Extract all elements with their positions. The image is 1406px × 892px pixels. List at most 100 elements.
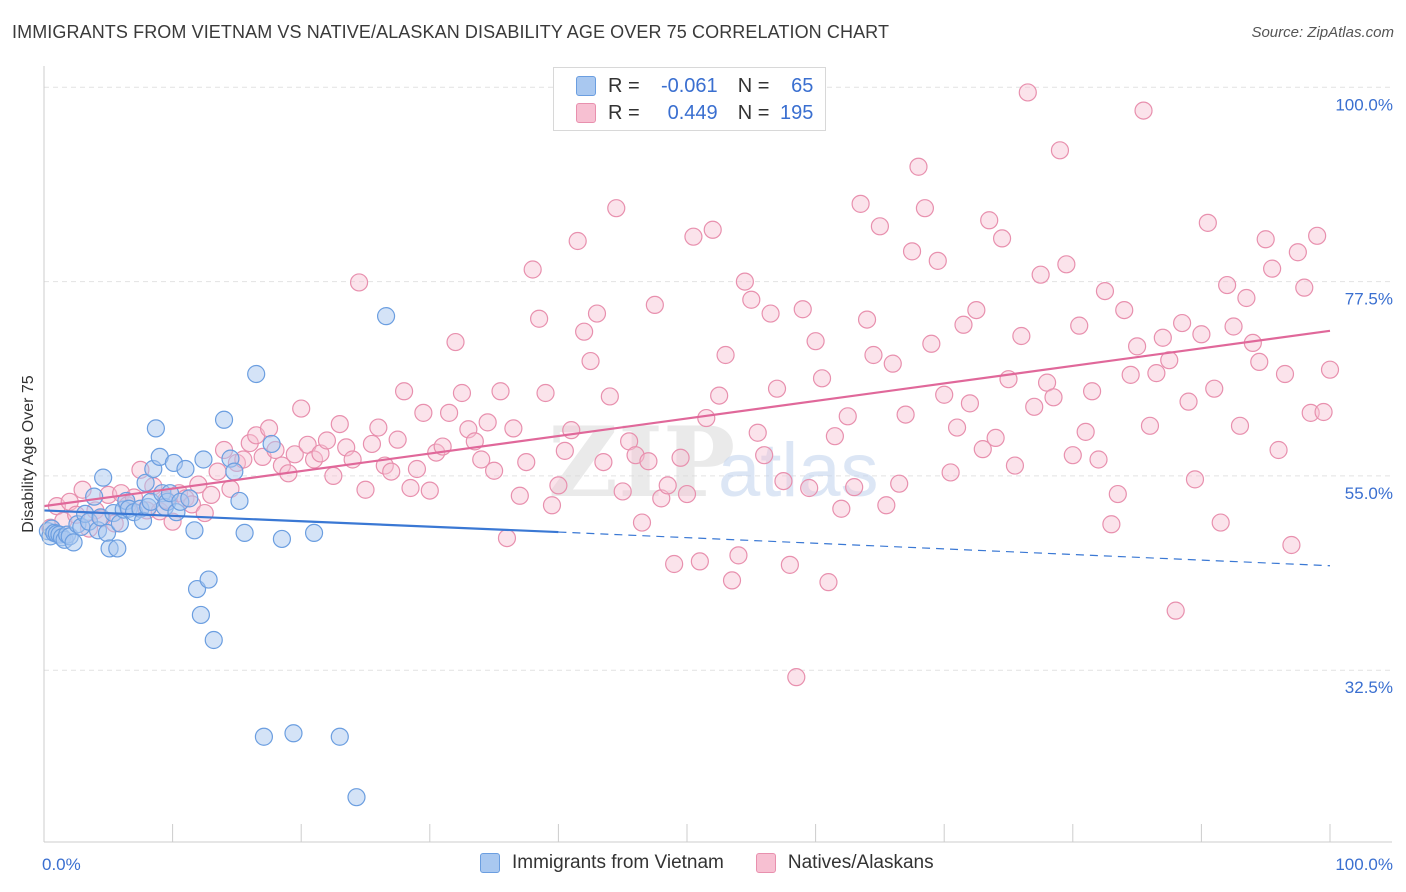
natives-point: [819, 573, 838, 592]
natives-point: [1205, 379, 1224, 398]
x-tick-label-min: 0.0%: [42, 855, 81, 874]
natives-point: [1185, 470, 1205, 489]
natives-point: [407, 459, 427, 479]
natives-point: [665, 554, 684, 574]
natives-point: [980, 211, 999, 230]
natives-point: [369, 418, 388, 437]
natives-point: [793, 300, 812, 319]
natives-point: [986, 428, 1005, 448]
vietnam-point: [94, 468, 113, 487]
vietnam-point: [108, 539, 127, 558]
natives-point: [915, 199, 935, 218]
vietnam-point: [180, 489, 199, 508]
natives-point: [452, 383, 472, 403]
natives-point: [1005, 456, 1025, 475]
natives-point: [780, 555, 799, 574]
natives-point: [1095, 281, 1115, 301]
natives-point: [722, 571, 742, 590]
natives-point: [1295, 278, 1314, 297]
natives-point: [446, 332, 465, 352]
vietnam-point: [146, 419, 165, 438]
natives-point: [1308, 226, 1327, 245]
natives-point: [877, 496, 896, 515]
natives-point: [735, 272, 754, 291]
vietnam-point: [254, 727, 274, 746]
natives-point: [812, 369, 832, 388]
natives-point: [382, 462, 401, 481]
natives-point: [581, 351, 600, 371]
natives-point: [800, 478, 819, 498]
natives-point: [285, 445, 304, 464]
natives-point: [465, 432, 484, 451]
natives-point: [1282, 535, 1301, 555]
natives-point: [568, 231, 587, 251]
natives-point: [838, 407, 857, 426]
natives-point: [317, 431, 337, 450]
natives-point: [549, 476, 568, 495]
natives-point: [748, 423, 767, 442]
natives-trend-line: [43, 329, 1331, 508]
vietnam-point: [185, 521, 204, 540]
natives-points: [41, 83, 1340, 687]
natives-point: [530, 309, 549, 328]
natives-point: [851, 194, 870, 213]
natives-point: [420, 481, 439, 500]
natives-point: [1275, 364, 1295, 384]
natives-point: [658, 476, 677, 495]
natives-point: [195, 503, 214, 523]
natives-point: [710, 386, 729, 405]
vietnam-point: [194, 450, 213, 469]
natives-point: [890, 474, 909, 493]
vietnam-point: [272, 529, 292, 549]
natives-point: [401, 478, 420, 498]
natives-point: [485, 461, 504, 480]
natives-point: [1263, 259, 1282, 278]
y-axis-label: Disability Age Over 75: [20, 375, 37, 533]
natives-point: [902, 242, 922, 261]
natives-point: [414, 403, 433, 422]
vietnam-point: [284, 724, 303, 743]
natives-point: [1166, 601, 1185, 620]
natives-point: [362, 434, 382, 454]
natives-point: [523, 260, 542, 279]
natives-point: [960, 394, 980, 413]
natives-point: [478, 413, 497, 432]
natives-point: [639, 452, 658, 471]
natives-n-label: N =: [737, 101, 770, 124]
natives-point: [1147, 364, 1166, 383]
natives-point: [472, 450, 491, 469]
vietnam-point: [235, 523, 254, 543]
legend-natives-label: Natives/Alaskans: [787, 852, 934, 873]
vietnam-trend-line: [43, 509, 559, 534]
natives-point: [600, 387, 619, 406]
natives-point: [1250, 352, 1269, 372]
natives-point: [1140, 416, 1160, 435]
vietnam-point: [262, 434, 281, 454]
natives-point: [941, 463, 960, 482]
natives-point: [742, 290, 761, 309]
natives-point: [208, 462, 227, 481]
natives-point: [1012, 326, 1031, 346]
natives-point: [356, 480, 375, 499]
natives-point: [1173, 313, 1192, 333]
natives-point: [497, 528, 517, 548]
grid-layer: [44, 86, 1392, 671]
natives-point: [439, 403, 459, 422]
x-tick-label-max: 100.0%: [1335, 855, 1393, 874]
natives-point: [1198, 213, 1217, 232]
natives-point: [690, 552, 709, 571]
natives-point: [1224, 317, 1243, 336]
vietnam-point: [64, 533, 83, 552]
natives-point: [1153, 328, 1172, 347]
natives-point: [259, 419, 279, 438]
natives-point: [536, 383, 555, 403]
natives-point: [504, 419, 523, 438]
source-label: Source: ZipAtlas.com: [1251, 24, 1394, 41]
natives-point: [1192, 325, 1211, 344]
legend-row-vietnam: R = -0.061 N = 65: [576, 74, 813, 98]
vietnam-point: [376, 307, 396, 326]
natives-point: [1301, 403, 1320, 422]
natives-r-label: R =: [608, 101, 640, 124]
natives-point: [491, 382, 510, 401]
